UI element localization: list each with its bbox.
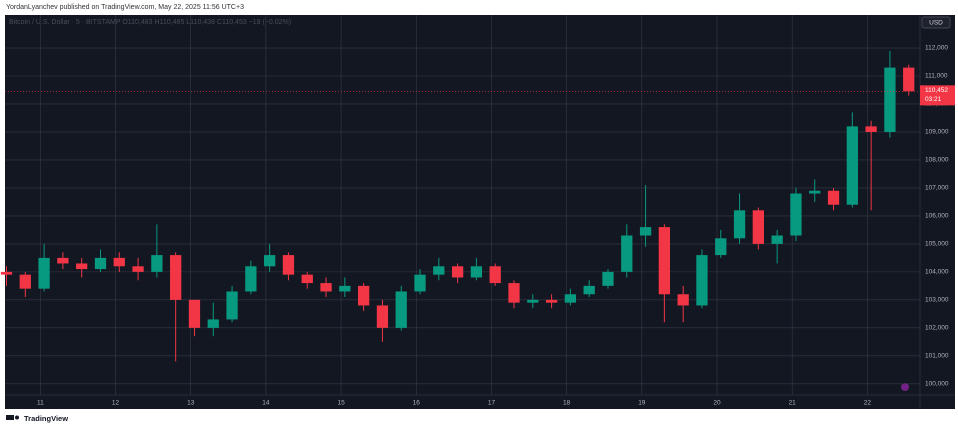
legend-text: Bitcoin / U.S. Dollar · 5 · BITSTAMP O11…	[9, 19, 291, 26]
y-tick-label: 100,000	[925, 381, 949, 388]
candle-body	[621, 235, 633, 272]
last-price-label: 110,452	[925, 87, 948, 94]
x-tick-label: 11	[37, 400, 44, 407]
candle-body	[282, 255, 295, 275]
candle-body	[470, 266, 483, 278]
x-tick-label: 16	[413, 400, 421, 407]
y-tick-label: 108,000	[925, 157, 949, 164]
y-tick-label: 106,000	[925, 213, 949, 220]
chart-background	[5, 15, 955, 409]
candle-body	[696, 255, 708, 306]
candle-body	[320, 283, 332, 292]
currency[interactable]: USD	[929, 20, 943, 27]
candle-body	[451, 266, 464, 278]
x-tick-label: 17	[488, 400, 496, 407]
candle-body	[564, 294, 577, 303]
x-tick-label: 13	[187, 400, 195, 407]
x-tick-label: 20	[713, 400, 721, 407]
last-price-box	[920, 85, 955, 106]
header: YordanLyanchev published on TradingView.…	[6, 4, 244, 11]
candle-body	[865, 126, 877, 132]
currency-box[interactable]	[921, 16, 951, 29]
candle-body	[151, 255, 163, 272]
candle-body	[433, 266, 445, 275]
candle-body	[602, 271, 614, 286]
candle-body	[94, 257, 107, 270]
candle-body	[19, 274, 31, 289]
candle-body	[658, 227, 671, 295]
brand-logo	[6, 415, 19, 420]
candle-body	[301, 274, 313, 284]
candle-body	[884, 67, 896, 132]
event-marker[interactable]	[901, 383, 909, 391]
x-tick-label: 12	[112, 400, 120, 407]
y-tick-label: 103,000	[925, 297, 949, 304]
candle-body	[677, 294, 689, 306]
candle-body	[245, 266, 257, 292]
x-tick-label: 14	[262, 400, 270, 407]
candle-body	[264, 255, 276, 267]
y-tick-label: 109,000	[925, 129, 949, 136]
y-tick-label: 101,000	[925, 353, 949, 360]
candle-body	[207, 319, 219, 328]
y-tick-label: 107,000	[925, 185, 949, 192]
candle-body	[38, 257, 50, 289]
candle-body	[790, 193, 802, 236]
candle-body	[583, 285, 595, 295]
candle-body	[827, 190, 840, 205]
candle-body	[715, 238, 727, 256]
x-tick-label: 21	[789, 400, 797, 407]
y-tick-label: 111,000	[925, 73, 948, 80]
candle-body	[639, 227, 652, 236]
candle-body	[226, 291, 238, 320]
countdown: 03:21	[925, 96, 942, 103]
candle-body	[339, 285, 351, 292]
candle-body	[113, 257, 125, 267]
candle-body	[846, 126, 858, 205]
y-tick-label: 102,000	[925, 325, 949, 332]
y-tick-label: 104,000	[925, 269, 949, 276]
candle-body	[357, 285, 370, 306]
y-tick-label: 105,000	[925, 241, 949, 248]
brand: TradingView	[24, 414, 68, 423]
candle-body	[57, 257, 69, 264]
candle-body	[733, 210, 746, 239]
candle-body	[545, 299, 558, 303]
x-tick-label: 19	[638, 400, 646, 407]
candle-body	[771, 235, 783, 244]
x-tick-label: 22	[864, 400, 872, 407]
candle-body	[0, 271, 13, 275]
candle-body	[170, 255, 182, 300]
candle-body	[508, 283, 520, 303]
candle-body	[527, 299, 539, 303]
candle-body	[414, 274, 426, 292]
candle-body	[903, 67, 915, 92]
candle-body	[752, 210, 764, 244]
x-tick-label: 15	[337, 400, 345, 407]
candle-body	[188, 299, 201, 328]
candle-body	[76, 263, 88, 270]
y-tick-label: 112,000	[925, 45, 948, 52]
x-tick-label: 18	[563, 400, 571, 407]
candle-body	[376, 305, 389, 328]
candle-body	[489, 266, 501, 284]
candle-body	[809, 190, 821, 194]
candle-body	[395, 291, 407, 328]
candle-body	[132, 266, 144, 272]
